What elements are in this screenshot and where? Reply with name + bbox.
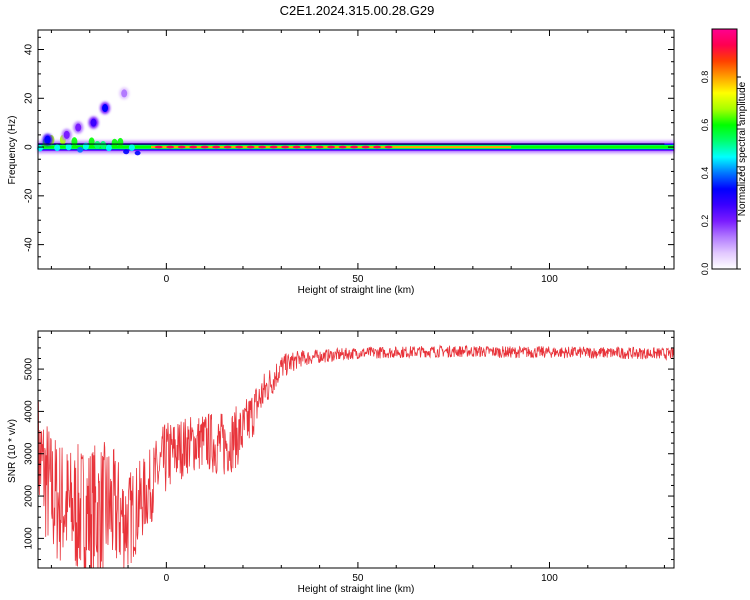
spectrogram-blob [102,104,109,113]
colorbar-frame [711,28,738,270]
spectrogram-x-tick-label: 100 [541,274,558,285]
ridge-hotspot [292,145,301,149]
ridge-hotspot [338,145,347,149]
spectrogram-y-ticks: 40 20 0 -20 -40 [24,36,674,270]
ridge-hotspot [361,145,370,149]
spectrogram-x-tick-label: 0 [164,274,170,285]
spectrogram-blob [90,118,97,127]
spectrogram-y-tick-label: -40 [24,237,35,252]
spectrogram-blob [121,89,128,98]
colorbar-ticks: 0.0 0.2 0.4 0.6 0.8 [700,71,741,276]
spectrogram-panel: 0 50 100 40 20 0 -20 -40 Height of straight li… [7,29,675,296]
ridge-hotspot [154,145,163,149]
spectrogram-y-axis-label: Frequency (Hz) [7,116,18,185]
ridge-hotspot [327,145,336,149]
snr-x-tick-label: 0 [164,573,170,584]
noise-patch [54,144,61,152]
noise-patch [105,144,112,152]
ridge-hotspot [223,145,232,149]
ridge-hotspot [235,145,244,149]
ridge-hotspot [373,145,382,149]
noise-patch [77,146,84,153]
spectrogram-y-tick-label: 40 [24,44,35,56]
noise-patch [111,138,118,148]
figure-title: C2E1.2024.315.00.28.G29 [280,3,435,18]
colorbar: 0.0 0.2 0.4 0.6 0.8 Normalized spectral ampl… [700,28,748,276]
noise-patch [100,141,107,149]
noise-patch [88,137,95,147]
snr-plot-area [38,331,674,568]
ridge-hotspot [258,145,267,149]
ridge-hotspot [189,145,198,149]
snr-y-tick-label: 2000 [24,484,35,507]
snr-frame [37,330,675,569]
spectrogram-x-tick-label: 50 [352,274,364,285]
spectrogram-x-axis-label: Height of straight line (km) [298,285,415,296]
ridge-hotspot [246,145,255,149]
spectrogram-frame [37,29,675,270]
ridge-hotspot [315,145,324,149]
spectrogram-blob [75,123,82,132]
colorbar-tick-label: 0.2 [700,215,710,228]
noise-patch [134,150,141,156]
snr-x-ticks: 0 50 100 [50,331,665,584]
ridge-hotspot [166,145,175,149]
colorbar-tick-label: 0.6 [700,119,710,132]
ridge-hotspot [269,145,278,149]
spectrogram-y-tick-label: 20 [24,92,35,104]
noise-patch [65,143,72,151]
snr-y-tick-label: 5000 [24,358,35,381]
ridge-hotspot [384,145,393,149]
spectrogram-blob [63,130,70,139]
spectrogram-y-tick-label: 0 [24,144,35,150]
ridge-hotspot [200,145,209,149]
colorbar-tick-label: 0.8 [700,71,710,84]
colorbar-label: Normalized spectral amplitude [737,81,748,216]
ridge-hotspot [281,145,290,149]
snr-x-axis-label: Height of straight line (km) [298,584,415,595]
noise-patch [94,141,101,149]
ridge-hotspot [212,145,221,149]
snr-y-tick-label: 3000 [24,442,35,465]
snr-panel: 0 50 100 1000 2000 3000 4000 5000 Height of st… [7,330,675,595]
spectrogram-heatmap [36,87,674,156]
spectrogram-y-tick-label: -20 [24,188,35,203]
snr-y-tick-label: 4000 [24,400,35,423]
ridge-hotspot [177,145,186,149]
snr-y-ticks: 1000 2000 3000 4000 5000 [24,336,674,561]
snr-y-tick-label: 1000 [24,527,35,550]
snr-x-tick-label: 50 [352,573,364,584]
colorbar-tick-label: 0.4 [700,167,710,180]
snr-y-axis-label: SNR (10 * v/v) [7,419,18,483]
noise-patch [123,149,130,155]
spectrogram-blob [44,135,51,144]
noise-patch [117,137,124,147]
colorbar-tick-label: 0.0 [700,263,710,276]
spectrogram-x-ticks: 0 50 100 [50,30,665,285]
snr-series-line [38,344,674,568]
snr-x-tick-label: 100 [541,573,558,584]
noise-patch [128,144,135,152]
ridge-hotspot [304,145,313,149]
noise-patch [71,137,78,147]
ridge-hotspot [350,145,359,149]
colorbar-gradient [712,29,737,269]
